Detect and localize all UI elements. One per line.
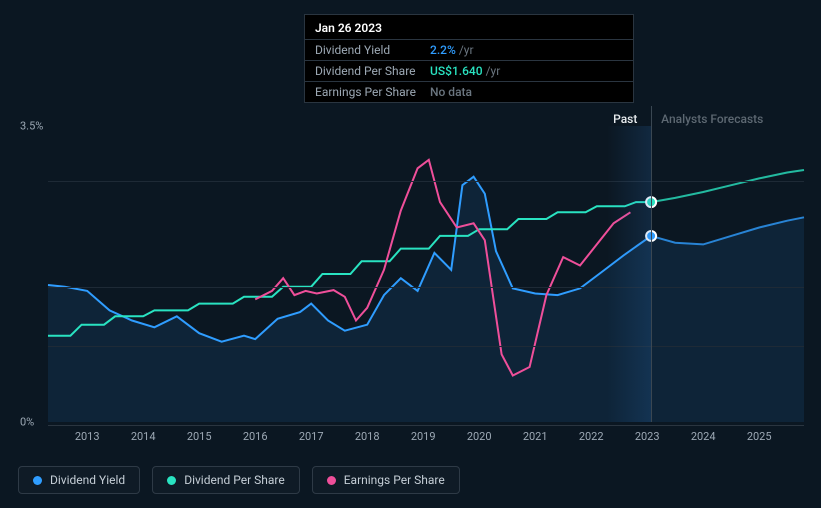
y-tick-label: 3.5%: [20, 120, 43, 133]
legend: Dividend Yield Dividend Per Share Earnings…: [18, 466, 460, 494]
x-tick-label: 2018: [355, 430, 380, 443]
tooltip-row-label: Earnings Per Share: [315, 85, 430, 99]
series-line-forecast-dividend_per_share: [651, 170, 804, 202]
x-tick-label: 2015: [187, 430, 212, 443]
forecast-label: Analysts Forecasts: [661, 112, 763, 126]
tooltip-row-value: 2.2%: [430, 43, 456, 57]
tooltip-row: Dividend Per ShareUS$1.640/yr: [305, 60, 633, 81]
x-tick-label: 2020: [467, 430, 492, 443]
tooltip-row-suffix: /yr: [486, 64, 501, 78]
legend-item-earnings-per-share[interactable]: Earnings Per Share: [312, 466, 460, 494]
tooltip-date: Jan 26 2023: [305, 15, 633, 39]
y-tick-label: 0%: [20, 416, 34, 429]
legend-item-dividend-yield[interactable]: Dividend Yield: [18, 466, 140, 494]
x-axis: 2013 2014 2015 2016 2017 2018 2019 2020 2021 2022…: [48, 425, 804, 443]
x-tick-label: 2013: [75, 430, 100, 443]
tooltip-row-label: Dividend Yield: [315, 43, 430, 57]
x-tick-label: 2021: [523, 430, 548, 443]
tooltip-row-value: No data: [430, 85, 472, 99]
x-tick-label: 2016: [243, 430, 268, 443]
legend-dot-icon: [327, 476, 336, 485]
legend-item-dividend-per-share[interactable]: Dividend Per Share: [152, 466, 300, 494]
x-tick-label: 2023: [635, 430, 660, 443]
x-tick-label: 2022: [579, 430, 604, 443]
x-tick-label: 2014: [131, 430, 156, 443]
x-tick-label: 2017: [299, 430, 324, 443]
series-area-dividend_yield: [48, 177, 804, 422]
tooltip-row-suffix: /yr: [459, 43, 474, 57]
tooltip-row-value: US$1.640: [430, 64, 483, 78]
legend-label: Earnings Per Share: [344, 473, 445, 487]
tooltip-row-label: Dividend Per Share: [315, 64, 430, 78]
tooltip-row: Earnings Per ShareNo data: [305, 81, 633, 102]
past-label: Past: [613, 112, 637, 126]
legend-dot-icon: [167, 476, 176, 485]
legend-label: Dividend Yield: [50, 473, 125, 487]
x-tick-label: 2019: [411, 430, 436, 443]
tooltip-panel: Jan 26 2023 Dividend Yield2.2%/yrDividen…: [304, 14, 634, 103]
legend-label: Dividend Per Share: [184, 473, 285, 487]
x-tick-label: 2025: [747, 430, 772, 443]
x-tick-label: 2024: [691, 430, 716, 443]
tooltip-row: Dividend Yield2.2%/yr: [305, 39, 633, 60]
chart-plot-area: 0%3.5%PastAnalysts Forecasts: [48, 126, 804, 422]
legend-dot-icon: [33, 476, 42, 485]
